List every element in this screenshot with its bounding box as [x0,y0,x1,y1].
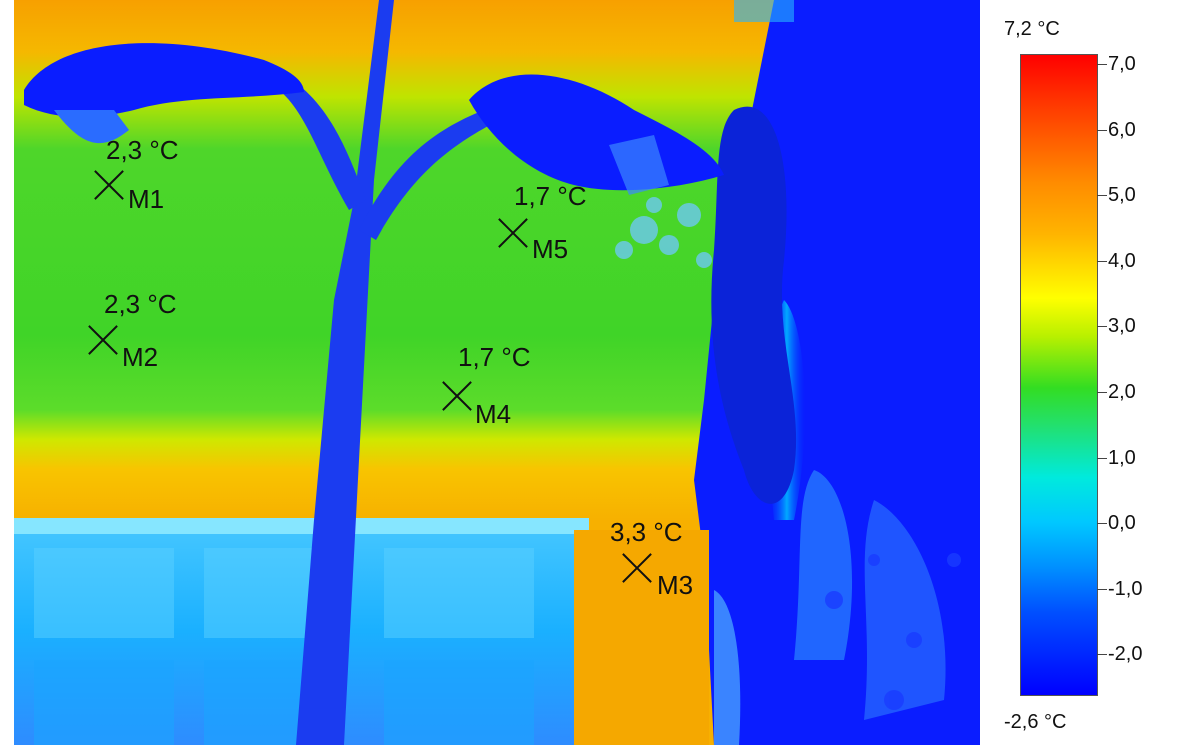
scale-tick-label: 1,0 [1108,447,1136,469]
scale-tick-label: 6,0 [1108,119,1136,141]
scale-max-label: 7,2 °C [1004,18,1060,40]
scale-tick-mark [1097,326,1107,327]
scale-min-label: -2,6 °C [1004,711,1067,733]
scale-tick-mark [1097,589,1107,590]
m2-crosshair-icon [88,325,118,355]
m5-label: M5 [532,234,569,264]
scale-tick-mark [1097,458,1107,459]
thermal-image: 2,3 °C M1 2,3 °C M2 3,3 °C M3 1,7 °C M4 … [14,0,980,745]
m1-label: M1 [128,184,165,214]
scale-tick-label: 4,0 [1108,250,1136,272]
scale-tick-mark [1097,261,1107,262]
scale-tick-mark [1097,195,1107,196]
scale-tick-mark [1097,654,1107,655]
m5-temperature: 1,7 °C [514,181,587,211]
scale-tick-mark [1097,392,1107,393]
scale-tick-mark [1097,130,1107,131]
scale-tick-label: 7,0 [1108,53,1136,75]
scale-tick-label: 0,0 [1108,512,1136,534]
scale-tick-label: 2,0 [1108,381,1136,403]
m3-label: M3 [657,570,694,600]
m1-temperature: 2,3 °C [106,135,179,165]
m4-temperature: 1,7 °C [458,342,531,372]
scale-tick-mark [1097,64,1107,65]
m4-label: M4 [475,399,512,429]
m3-temperature: 3,3 °C [610,517,683,547]
scale-tick-mark [1097,523,1107,524]
scale-tick-label: 5,0 [1108,184,1136,206]
m1-crosshair-icon [94,170,124,200]
temperature-color-bar [1020,54,1098,696]
m2-temperature: 2,3 °C [104,289,177,319]
m2-label: M2 [122,342,159,372]
m3-crosshair-icon [622,553,652,583]
scale-tick-label: 3,0 [1108,315,1136,337]
scale-tick-label: -1,0 [1108,578,1143,600]
m5-crosshair-icon [498,218,528,248]
m4-crosshair-icon [442,381,472,411]
scale-tick-label: -2,0 [1108,643,1143,665]
